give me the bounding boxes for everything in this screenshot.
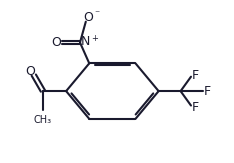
Text: F: F [204, 85, 211, 98]
Text: F: F [192, 101, 199, 114]
Text: N: N [81, 35, 91, 48]
Text: O: O [83, 11, 93, 24]
Text: O: O [25, 65, 35, 78]
Text: ⁻: ⁻ [95, 9, 100, 19]
Text: CH₃: CH₃ [34, 115, 52, 125]
Text: F: F [192, 69, 199, 82]
Text: O: O [51, 36, 61, 49]
Text: +: + [91, 34, 99, 43]
